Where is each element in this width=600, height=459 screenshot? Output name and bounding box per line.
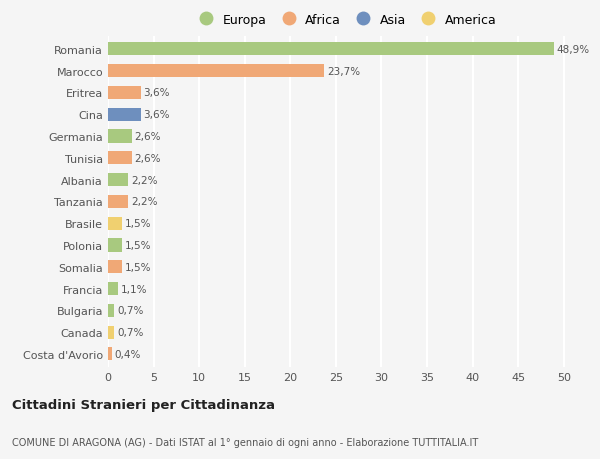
Bar <box>108 130 132 143</box>
Text: 0,7%: 0,7% <box>117 327 143 337</box>
Bar <box>108 87 141 100</box>
Text: 23,7%: 23,7% <box>327 67 360 77</box>
Legend: Europa, Africa, Asia, America: Europa, Africa, Asia, America <box>190 10 500 30</box>
Text: 3,6%: 3,6% <box>143 110 170 120</box>
Bar <box>108 108 141 122</box>
Text: COMUNE DI ARAGONA (AG) - Dati ISTAT al 1° gennaio di ogni anno - Elaborazione TU: COMUNE DI ARAGONA (AG) - Dati ISTAT al 1… <box>12 437 478 447</box>
Text: 2,2%: 2,2% <box>131 175 157 185</box>
Bar <box>108 261 122 274</box>
Text: 0,4%: 0,4% <box>115 349 141 359</box>
Text: 1,1%: 1,1% <box>121 284 147 294</box>
Text: 2,2%: 2,2% <box>131 197 157 207</box>
Bar <box>108 239 122 252</box>
Text: 2,6%: 2,6% <box>134 153 161 163</box>
Text: 48,9%: 48,9% <box>556 45 590 55</box>
Text: 1,5%: 1,5% <box>124 262 151 272</box>
Bar <box>108 217 122 230</box>
Text: 0,7%: 0,7% <box>117 306 143 316</box>
Bar <box>108 43 554 56</box>
Bar <box>108 174 128 187</box>
Bar <box>108 304 115 317</box>
Bar <box>108 65 324 78</box>
Text: 2,6%: 2,6% <box>134 132 161 142</box>
Text: Cittadini Stranieri per Cittadinanza: Cittadini Stranieri per Cittadinanza <box>12 398 275 412</box>
Bar <box>108 282 118 296</box>
Bar <box>108 347 112 361</box>
Text: 1,5%: 1,5% <box>124 241 151 251</box>
Text: 3,6%: 3,6% <box>143 88 170 98</box>
Bar <box>108 152 132 165</box>
Text: 1,5%: 1,5% <box>124 218 151 229</box>
Bar <box>108 196 128 208</box>
Bar <box>108 326 115 339</box>
